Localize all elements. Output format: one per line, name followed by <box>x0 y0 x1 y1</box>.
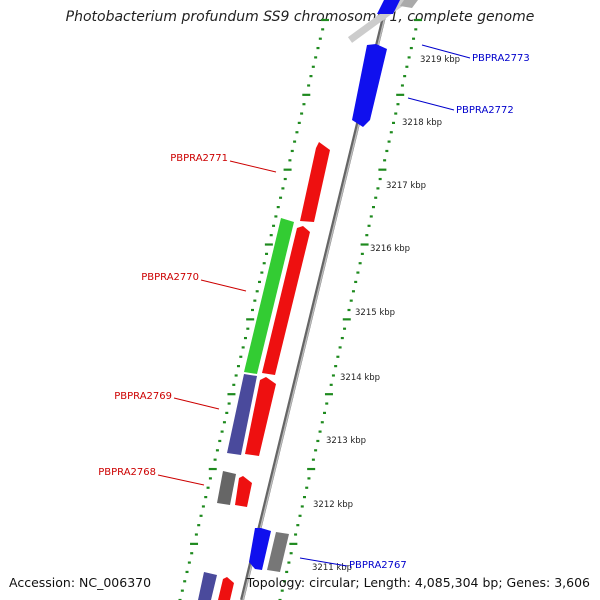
gene-label-pbpra2767[interactable]: PBPRA2767 <box>349 560 407 571</box>
gene-label-pbpra2771[interactable]: PBPRA2771 <box>170 153 228 164</box>
gene-feature-grey-fwd-1[interactable] <box>267 532 289 572</box>
gene-feature-red-4[interactable] <box>235 476 252 507</box>
track-guides <box>178 18 422 600</box>
kbp-tick-label: 3216 kbp <box>370 244 410 254</box>
kbp-ticks: 3211 kbp 3212 kbp 3213 kbp 3214 kbp 3215 kbp… <box>312 55 460 573</box>
gene-leader-line <box>200 279 247 292</box>
gene-leader-line <box>299 557 348 567</box>
gene-label-pbpra2773[interactable]: PBPRA2773 <box>472 53 530 64</box>
gene-feature-grey-fwd-top[interactable] <box>400 0 418 8</box>
gene-feature-pbpra2767[interactable] <box>249 528 271 570</box>
gene-feature-pbpra2773[interactable] <box>377 0 400 14</box>
gene-leader-line <box>421 44 471 59</box>
gene-feature-pbpra2768[interactable] <box>217 471 236 505</box>
gene-feature-purple-bottom[interactable] <box>198 572 217 600</box>
gene-leader-line <box>173 397 220 410</box>
kbp-tick-label: 3219 kbp <box>420 55 460 65</box>
gene-feature-red-2[interactable] <box>262 226 310 375</box>
kbp-tick-label: 3213 kbp <box>326 436 366 446</box>
gene-labels: PBPRA2773 PBPRA2772 PBPRA2771 PBPRA2770 PBPR… <box>98 44 530 571</box>
kbp-tick-label: 3218 kbp <box>402 118 442 128</box>
gene-feature-pbpra2771[interactable] <box>300 142 330 222</box>
gene-leader-line <box>157 474 205 486</box>
gene-label-pbpra2770[interactable]: PBPRA2770 <box>141 272 199 283</box>
kbp-tick-label: 3217 kbp <box>386 181 426 191</box>
kbp-tick-label: 3215 kbp <box>355 308 395 318</box>
gene-leader-line <box>407 97 455 111</box>
gene-label-pbpra2769[interactable]: PBPRA2769 <box>114 391 172 402</box>
topology-summary: Topology: circular; Length: 4,085,304 bp… <box>246 575 590 590</box>
gene-features <box>198 0 418 600</box>
gene-feature-pbpra2770[interactable] <box>244 218 294 374</box>
kbp-tick-label: 3214 kbp <box>340 373 380 383</box>
gene-feature-red-5[interactable] <box>218 577 234 600</box>
gene-feature-pbpra2772[interactable] <box>352 44 387 127</box>
accession-text: Accession: NC_006370 <box>9 575 152 590</box>
gene-feature-pbpra2769[interactable] <box>227 374 257 455</box>
gene-label-pbpra2772[interactable]: PBPRA2772 <box>456 105 514 116</box>
gene-leader-line <box>229 160 277 173</box>
kbp-tick-label: 3211 kbp <box>312 563 352 573</box>
kbp-tick-label: 3212 kbp <box>313 500 353 510</box>
gene-feature-red-3[interactable] <box>245 377 276 456</box>
gene-label-pbpra2768[interactable]: PBPRA2768 <box>98 467 156 478</box>
